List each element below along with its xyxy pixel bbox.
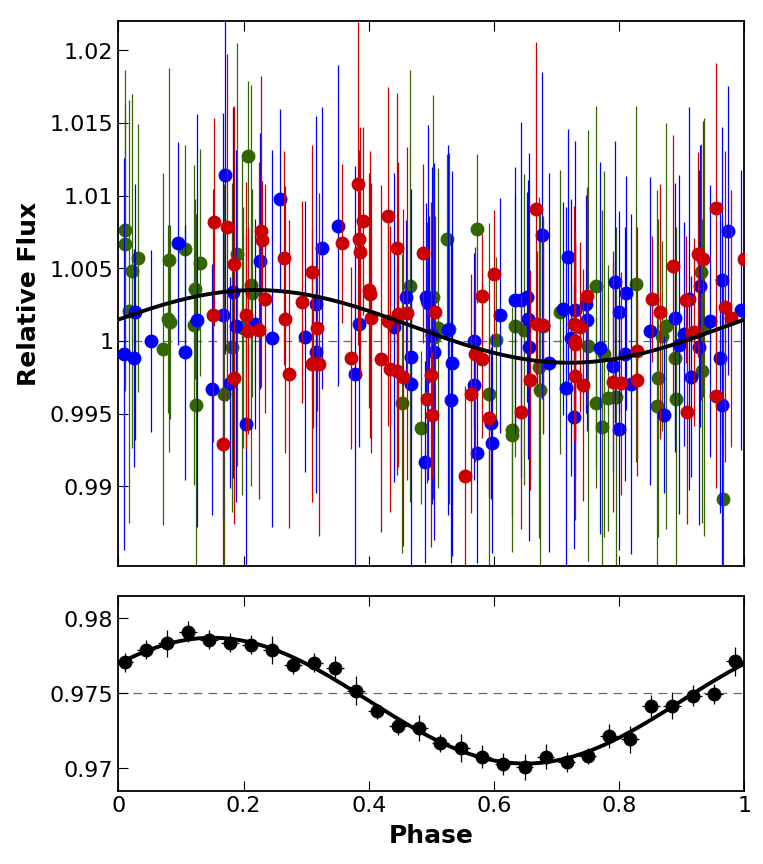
Y-axis label: Relative Flux: Relative Flux — [18, 202, 41, 386]
X-axis label: Phase: Phase — [388, 823, 474, 848]
